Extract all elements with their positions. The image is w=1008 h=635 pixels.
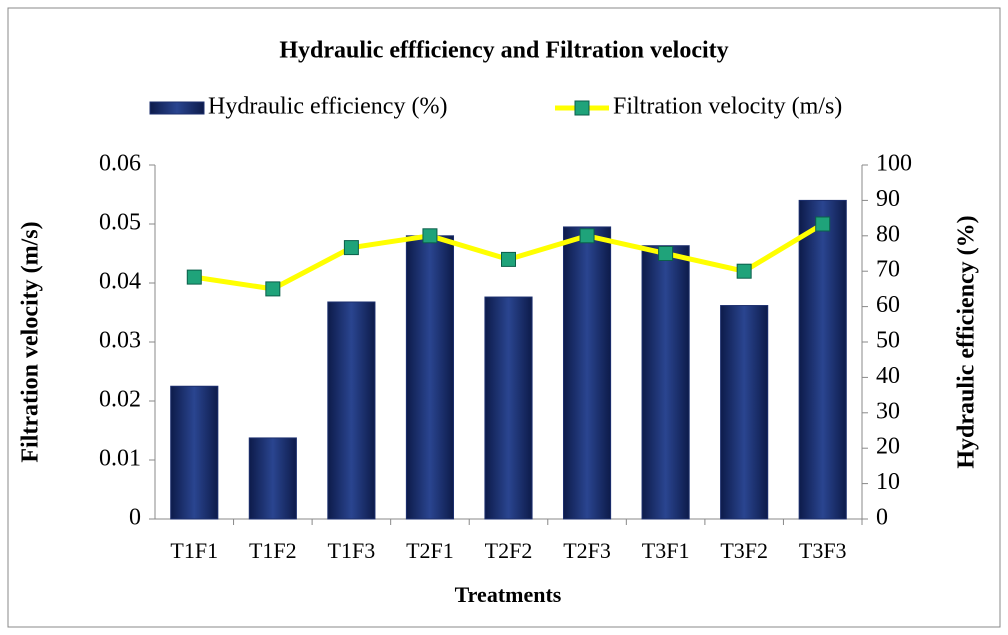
bar — [484, 296, 533, 520]
legend-marker — [574, 100, 590, 116]
y2-tick-label: 30 — [876, 398, 900, 424]
y2-tick-label: 20 — [876, 434, 900, 460]
bar — [798, 199, 847, 520]
y2-tick-label: 0 — [876, 505, 888, 531]
x-tick-label: T3F2 — [720, 538, 768, 563]
x-axis-label: Treatments — [455, 582, 562, 607]
legend-label: Filtration velocity (m/s) — [613, 94, 842, 120]
chart-border — [7, 7, 1001, 628]
y2-tick-label: 70 — [876, 257, 900, 283]
y-tick-label: 0.06 — [99, 151, 141, 177]
bar — [641, 245, 690, 520]
marker — [343, 240, 359, 256]
bar — [170, 385, 219, 520]
y-tick-label: 0.01 — [99, 446, 141, 472]
x-tick-label: T1F2 — [249, 538, 297, 563]
y-tick-label: 0.02 — [99, 387, 141, 413]
x-tick-label: T1F1 — [170, 538, 218, 563]
y-tick-label: 0.03 — [99, 328, 141, 354]
marker — [265, 281, 281, 297]
y2-tick-label: 50 — [876, 328, 900, 354]
y-axis-label: Filtration velocity (m/s) — [18, 221, 44, 462]
marker — [186, 269, 202, 285]
y2-tick-label: 90 — [876, 186, 900, 212]
x-tick-label: T2F2 — [485, 538, 533, 563]
legend-swatch — [149, 101, 205, 115]
legend-label: Hydraulic efficiency (%) — [208, 94, 447, 120]
bar — [405, 235, 455, 520]
marker — [658, 246, 674, 261]
chart-title: Hydraulic effficiency and Filtration vel… — [279, 38, 728, 64]
y-tick-label: 0 — [129, 505, 141, 531]
x-tick-label: T2F3 — [563, 538, 611, 563]
x-tick-label: T2F1 — [406, 538, 454, 563]
y-tick-label: 0.05 — [99, 210, 141, 236]
y2-tick-label: 40 — [876, 363, 900, 389]
y2-tick-label: 10 — [876, 469, 900, 495]
x-tick-label: T1F3 — [328, 538, 376, 563]
y2-tick-label: 100 — [876, 151, 912, 177]
x-tick-label: T3F3 — [799, 538, 847, 563]
y-tick-label: 0.04 — [99, 269, 141, 295]
bar — [562, 226, 612, 520]
marker — [579, 228, 595, 244]
marker — [422, 228, 438, 244]
y2-tick-label: 80 — [876, 221, 900, 247]
bar — [248, 437, 297, 520]
bar — [720, 305, 769, 520]
marker — [815, 216, 831, 232]
y2-tick-label: 60 — [876, 292, 900, 318]
marker — [736, 263, 752, 279]
x-tick-label: T3F1 — [642, 538, 690, 563]
bar — [327, 301, 376, 520]
marker — [501, 251, 516, 267]
y2-axis-label: Hydraulic efficiency (%) — [954, 215, 980, 468]
